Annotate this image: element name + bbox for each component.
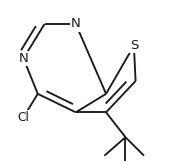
Text: Cl: Cl — [18, 111, 29, 124]
Text: N: N — [19, 52, 28, 65]
Text: S: S — [130, 39, 138, 52]
Text: N: N — [71, 17, 81, 30]
